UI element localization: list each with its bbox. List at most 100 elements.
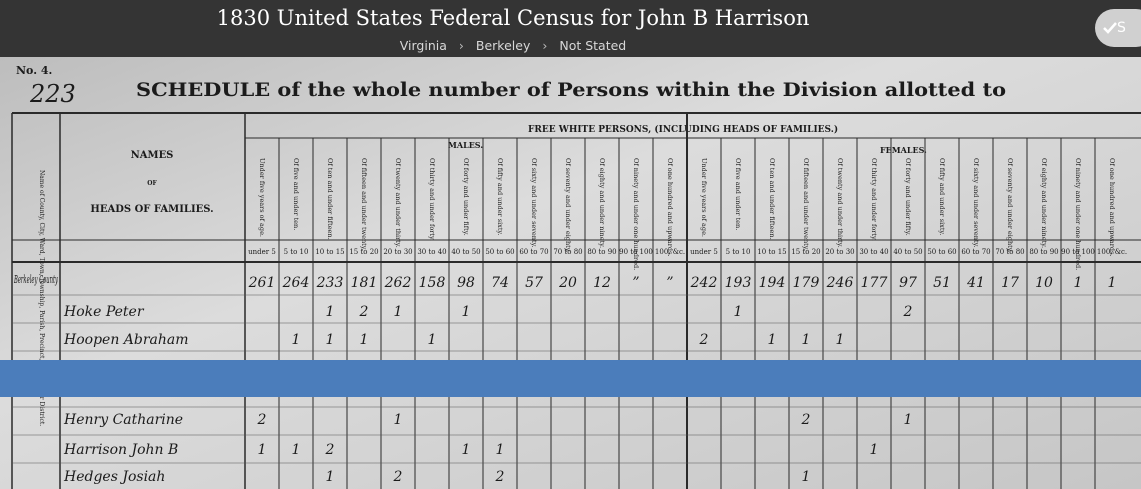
head-of-family: Hoke Peter	[63, 304, 145, 320]
age-header: Of ten and under fifteen.	[768, 158, 776, 240]
age-header: Of ninety and under one hundred.	[632, 158, 640, 270]
tally: 1	[904, 412, 913, 428]
save-button[interactable]: S	[1095, 9, 1141, 47]
tally: 1	[768, 332, 777, 348]
age-header: Of fifteen and under twenty.	[360, 158, 368, 251]
breadcrumb[interactable]: Berkeley	[475, 38, 531, 53]
tally: 179	[793, 275, 820, 291]
tally: 246	[826, 275, 854, 291]
tally: 1	[292, 332, 301, 348]
age-range: 30 to 40	[417, 248, 446, 256]
schedule-heading: SCHEDULE of the whole number of Persons …	[136, 79, 1006, 101]
tally: 177	[861, 275, 888, 291]
check-icon	[1103, 22, 1117, 34]
age-header: Of eighty and under ninety.	[1040, 158, 1048, 248]
tally: 57	[525, 275, 543, 291]
age-range: 5 to 10	[726, 248, 751, 256]
division-header: Name of County, City, Ward, Town, Townsh…	[38, 170, 45, 426]
tally: 1	[462, 304, 471, 320]
tally: 1	[734, 304, 743, 320]
tally: 1	[802, 469, 811, 485]
age-range: 60 to 70	[961, 248, 990, 256]
age-range: 90 to 100	[1061, 248, 1095, 256]
breadcrumb[interactable]: Virginia	[399, 38, 447, 53]
age-range: 70 to 80	[995, 248, 1024, 256]
tally: 12	[593, 275, 611, 291]
breadcrumbs: Virginia › Berkeley › Not Stated	[0, 38, 1026, 53]
tally: 17	[1001, 275, 1019, 291]
age-header: Of forty and under fifty.	[904, 158, 912, 236]
age-range: 20 to 30	[383, 248, 412, 256]
table: Name of County, City, Ward, Town, Townsh…	[11, 112, 1141, 489]
age-header: Of ten and under fifteen.	[326, 158, 334, 240]
tally: 98	[457, 275, 475, 291]
age-range: 80 to 90	[587, 248, 616, 256]
record-title: 1830 United States Federal Census for Jo…	[216, 6, 810, 30]
division: Berkeley County	[14, 273, 59, 286]
page-label: No. 4.	[16, 64, 52, 77]
age-range: 50 to 60	[485, 248, 514, 256]
tally: 1	[496, 442, 505, 458]
age-header: Of five and under ten.	[292, 158, 300, 230]
age-range: 5 to 10	[284, 248, 309, 256]
tally: 1	[1074, 275, 1083, 291]
tally: 264	[282, 275, 310, 291]
age-range: 20 to 30	[825, 248, 854, 256]
tally: 1	[462, 442, 471, 458]
age-range: 100, &c.	[1097, 248, 1127, 256]
males-header: MALES.	[448, 140, 483, 150]
age-header: Of eighty and under ninety.	[598, 158, 606, 248]
tally: 242	[690, 275, 718, 291]
tally: 2	[257, 412, 267, 428]
tally: 1	[836, 332, 845, 348]
tally: 1	[870, 442, 879, 458]
age-header: Under five years of age.	[700, 158, 708, 237]
tally: 2	[359, 304, 369, 320]
breadcrumb[interactable]: Not Stated	[559, 38, 627, 53]
head-of-family: Hoopen Abraham	[63, 332, 189, 348]
tally: 1	[360, 332, 369, 348]
tally: 1	[802, 332, 811, 348]
tally: 2	[801, 412, 811, 428]
tally: ”	[632, 275, 639, 291]
age-header: Of one hundred and upwards.	[1108, 158, 1116, 256]
age-header: Of fifty and under sixty.	[496, 158, 504, 235]
age-range: 60 to 70	[519, 248, 548, 256]
tally: ”	[666, 275, 673, 291]
tally: 1	[394, 304, 403, 320]
tally: 1	[326, 332, 335, 348]
age-range: under 5	[248, 248, 276, 256]
tally: 2	[495, 469, 505, 485]
age-header: Of one hundred and upwards.	[666, 158, 674, 256]
names-header: HEADS OF FAMILIES.	[90, 204, 213, 215]
tally: 1	[394, 412, 403, 428]
tally: 194	[759, 275, 786, 291]
tally: 1	[292, 442, 301, 458]
group-header: FREE WHITE PERSONS, (INCLUDING HEADS OF …	[528, 124, 838, 135]
age-range: 50 to 60	[927, 248, 956, 256]
tally: 20	[558, 275, 577, 291]
age-header: Of five and under ten.	[734, 158, 742, 230]
paper	[0, 57, 1141, 489]
age-range: 10 to 15	[315, 248, 344, 256]
age-range: 40 to 50	[893, 248, 922, 256]
age-range: 100, &c.	[655, 248, 685, 256]
head-of-family: Hedges Josiah	[63, 469, 165, 485]
age-range: 40 to 50	[451, 248, 480, 256]
tally: 1	[428, 332, 437, 348]
age-header: Of fifty and under sixty.	[938, 158, 946, 235]
top-bar: 1830 United States Federal Census for Jo…	[0, 0, 1141, 57]
tally: 1	[258, 442, 267, 458]
age-header: Of twenty and under thirty.	[394, 158, 402, 248]
age-header: Of forty and under fifty.	[462, 158, 470, 236]
tally: 261	[248, 275, 276, 291]
separator: ›	[458, 38, 464, 53]
age-range: under 5	[690, 248, 718, 256]
tally: 1	[326, 304, 335, 320]
age-range: 70 to 80	[553, 248, 582, 256]
highlight-band	[0, 360, 1141, 397]
tally: 2	[325, 442, 335, 458]
age-header: Of seventy and under eighty.	[1006, 158, 1014, 253]
